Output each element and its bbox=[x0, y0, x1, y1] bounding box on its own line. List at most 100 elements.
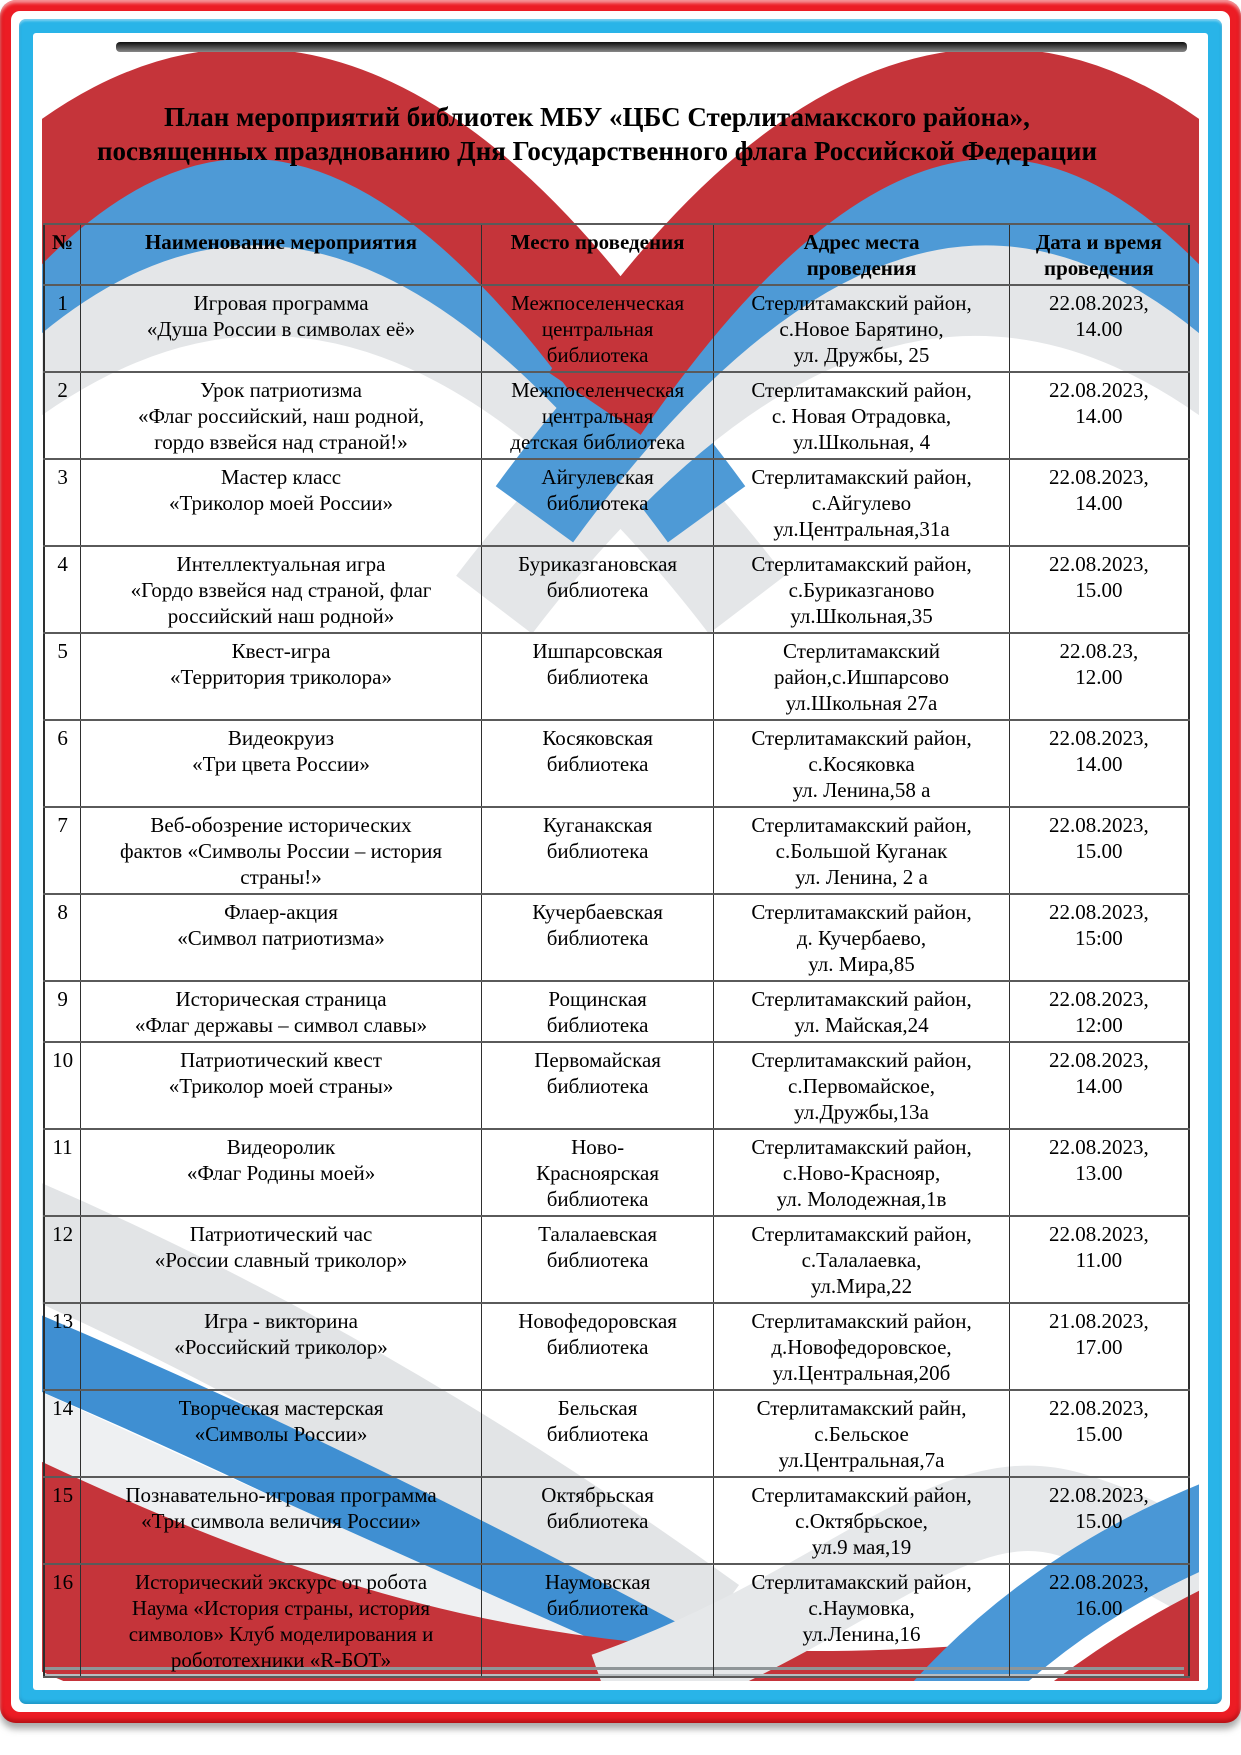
cell-address: Стерлитамакский район, с.Новое Барятино,… bbox=[713, 284, 1010, 373]
cell-place: Талалаевская библиотека bbox=[480, 1215, 715, 1304]
events-table: № Наименование мероприятия Место проведе… bbox=[43, 223, 1190, 1678]
cell-place: Наумовская библиотека bbox=[480, 1563, 715, 1678]
table-row: 8 Флаер-акция «Символ патриотизма» Кучер… bbox=[43, 893, 1190, 982]
header-place: Место проведения bbox=[480, 223, 715, 286]
cell-num: 14 bbox=[43, 1389, 82, 1478]
cell-place: Куганакская библиотека bbox=[480, 806, 715, 895]
table-row: 1 Игровая программа «Душа России в симво… bbox=[43, 284, 1190, 373]
table-row: 6 Видеокруиз «Три цвета России» Косяковс… bbox=[43, 719, 1190, 808]
cell-num: 11 bbox=[43, 1128, 82, 1217]
cell-datetime: 22.08.2023, 14.00 bbox=[1008, 371, 1190, 460]
cell-datetime: 22.08.2023, 14.00 bbox=[1008, 458, 1190, 547]
cell-place: Рощинская библиотека bbox=[480, 980, 715, 1043]
cell-datetime: 22.08.2023, 16.00 bbox=[1008, 1563, 1190, 1678]
cell-place: Ишпарсовская библиотека bbox=[480, 632, 715, 721]
table-row: 7 Веб-обозрение исторических фактов «Сим… bbox=[43, 806, 1190, 895]
cell-place: Новофедоровская библиотека bbox=[480, 1302, 715, 1391]
table-row: 9 Историческая страница «Флаг державы – … bbox=[43, 980, 1190, 1043]
cell-address: Стерлитамакский район, д.Новофедоровское… bbox=[713, 1302, 1010, 1391]
cell-datetime: 22.08.2023, 12:00 bbox=[1008, 980, 1190, 1043]
frame-white-strip-outer: План мероприятий библиотек МБУ «ЦБС Стер… bbox=[11, 11, 1230, 1712]
cell-datetime: 22.08.2023, 13.00 bbox=[1008, 1128, 1190, 1217]
cell-datetime: 22.08.2023, 15.00 bbox=[1008, 545, 1190, 634]
cell-name: Квест-игра «Территория триколора» bbox=[80, 632, 482, 721]
table-row: 5 Квест-игра «Территория триколора» Ишпа… bbox=[43, 632, 1190, 721]
cell-address: Стерлитамакский район, с.Ново-Краснояр, … bbox=[713, 1128, 1010, 1217]
cell-num: 5 bbox=[43, 632, 82, 721]
cell-datetime: 22.08.2023, 15.00 bbox=[1008, 1476, 1190, 1565]
cell-place: Межпоселенческая центральная библиотека bbox=[480, 284, 715, 373]
table-row: 4 Интеллектуальная игра «Гордо взвейся н… bbox=[43, 545, 1190, 634]
table-row: 16 Исторический экскурс от робота Наума … bbox=[43, 1563, 1190, 1678]
cell-name: Интеллектуальная игра «Гордо взвейся над… bbox=[80, 545, 482, 634]
cell-num: 1 bbox=[43, 284, 82, 373]
cell-address: Стерлитамакский район, с.Косяковка ул. Л… bbox=[713, 719, 1010, 808]
cell-datetime: 22.08.2023, 14.00 bbox=[1008, 1041, 1190, 1130]
cell-datetime: 22.08.2023, 14.00 bbox=[1008, 719, 1190, 808]
header-address: Адрес места проведения bbox=[713, 223, 1010, 286]
cell-address: Стерлитамакский район, с.Наумовка, ул.Ле… bbox=[713, 1563, 1010, 1678]
cell-datetime: 22.08.2023, 14.00 bbox=[1008, 284, 1190, 373]
cell-num: 8 bbox=[43, 893, 82, 982]
cell-num: 3 bbox=[43, 458, 82, 547]
table-row: 10 Патриотический квест «Триколор моей с… bbox=[43, 1041, 1190, 1130]
cell-name: Видеокруиз «Три цвета России» bbox=[80, 719, 482, 808]
cell-num: 6 bbox=[43, 719, 82, 808]
cell-name: Видеоролик «Флаг Родины моей» bbox=[80, 1128, 482, 1217]
frame-white-strip-inner: План мероприятий библиотек МБУ «ЦБС Стер… bbox=[33, 33, 1208, 1690]
cell-place: Октябрьская библиотека bbox=[480, 1476, 715, 1565]
document-title-line1: План мероприятий библиотек МБУ «ЦБС Стер… bbox=[164, 102, 1030, 132]
cell-num: 13 bbox=[43, 1302, 82, 1391]
cell-address: Стерлитамакский район, с.Буриказганово у… bbox=[713, 545, 1010, 634]
cell-name: Творческая мастерская «Символы России» bbox=[80, 1389, 482, 1478]
cell-name: Исторический экскурс от робота Наума «Ис… bbox=[80, 1563, 482, 1678]
cell-datetime: 22.08.2023, 15:00 bbox=[1008, 893, 1190, 982]
cell-num: 10 bbox=[43, 1041, 82, 1130]
cell-address: Стерлитамакский район, ул. Майская,24 bbox=[713, 980, 1010, 1043]
cell-name: Флаер-акция «Символ патриотизма» bbox=[80, 893, 482, 982]
cell-name: Игра - викторина «Российский триколор» bbox=[80, 1302, 482, 1391]
cell-datetime: 22.08.23, 12.00 bbox=[1008, 632, 1190, 721]
header-num: № bbox=[43, 223, 82, 286]
cell-name: Историческая страница «Флаг державы – си… bbox=[80, 980, 482, 1043]
table-row: 3 Мастер класс «Триколор моей России» Ай… bbox=[43, 458, 1190, 547]
cell-address: Стерлитамакский район, д. Кучербаево, ул… bbox=[713, 893, 1010, 982]
table-row: 11 Видеоролик «Флаг Родины моей» Ново- К… bbox=[43, 1128, 1190, 1217]
cell-name: Игровая программа «Душа России в символа… bbox=[80, 284, 482, 373]
cell-address: Стерлитамакский район, с.Октябрьское, ул… bbox=[713, 1476, 1010, 1565]
cell-place: Межпоселенческая центральная детская биб… bbox=[480, 371, 715, 460]
cell-num: 7 bbox=[43, 806, 82, 895]
cell-num: 2 bbox=[43, 371, 82, 460]
cell-address: Стерлитамакский район, с.Большой Куганак… bbox=[713, 806, 1010, 895]
document-title: План мероприятий библиотек МБУ «ЦБС Стер… bbox=[42, 100, 1152, 168]
cell-num: 15 bbox=[43, 1476, 82, 1565]
cell-address: Стерлитамакский райн, с.Бельское ул.Цент… bbox=[713, 1389, 1010, 1478]
top-shadow-bar bbox=[116, 42, 1187, 52]
cell-address: Стерлитамакский район, с.Первомайское, у… bbox=[713, 1041, 1010, 1130]
cell-name: Познавательно-игровая программа «Три сим… bbox=[80, 1476, 482, 1565]
cell-address: Стерлитамакский район,с.Ишпарсово ул.Шко… bbox=[713, 632, 1010, 721]
cell-datetime: 22.08.2023, 11.00 bbox=[1008, 1215, 1190, 1304]
cell-name: Урок патриотизма «Флаг российский, наш р… bbox=[80, 371, 482, 460]
cell-num: 16 bbox=[43, 1563, 82, 1678]
cell-place: Бельская библиотека bbox=[480, 1389, 715, 1478]
cell-datetime: 22.08.2023, 15.00 bbox=[1008, 806, 1190, 895]
cell-place: Айгулевская библиотека bbox=[480, 458, 715, 547]
cell-datetime: 22.08.2023, 15.00 bbox=[1008, 1389, 1190, 1478]
frame-cyan-strip: План мероприятий библиотек МБУ «ЦБС Стер… bbox=[19, 19, 1222, 1704]
events-table-wrap: № Наименование мероприятия Место проведе… bbox=[43, 223, 1190, 1678]
table-row: 12 Патриотический час «России славный тр… bbox=[43, 1215, 1190, 1304]
document-title-line2: посвященных празднованию Дня Государстве… bbox=[96, 136, 1097, 166]
cell-place: Ново- Красноярская библиотека bbox=[480, 1128, 715, 1217]
cell-address: Стерлитамакский район, с. Новая Отрадовк… bbox=[713, 371, 1010, 460]
cell-datetime: 21.08.2023, 17.00 bbox=[1008, 1302, 1190, 1391]
cell-num: 9 bbox=[43, 980, 82, 1043]
cell-address: Стерлитамакский район, с.Талалаевка, ул.… bbox=[713, 1215, 1010, 1304]
content-area: План мероприятий библиотек МБУ «ЦБС Стер… bbox=[42, 42, 1199, 1681]
table-row: 14 Творческая мастерская «Символы России… bbox=[43, 1389, 1190, 1478]
cell-name: Патриотический час «России славный трико… bbox=[80, 1215, 482, 1304]
cell-place: Буриказгановская библиотека bbox=[480, 545, 715, 634]
